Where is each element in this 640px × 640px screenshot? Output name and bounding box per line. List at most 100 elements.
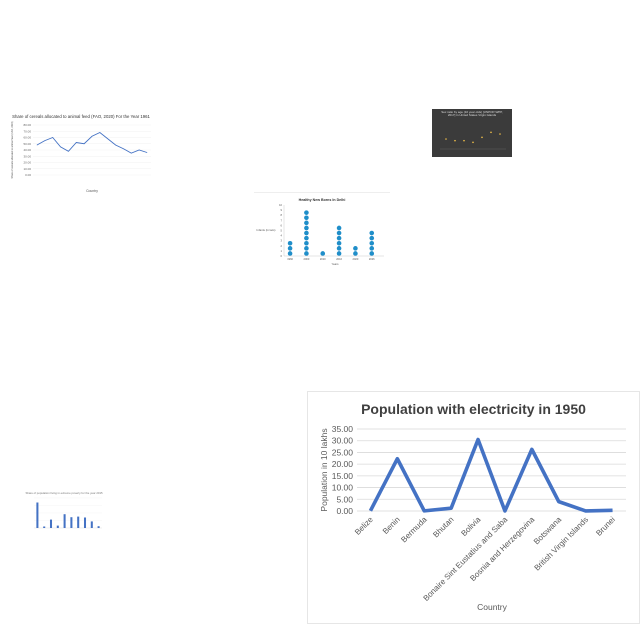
chart-title: Healthy New Borns In Delhi: [298, 198, 346, 202]
y-tick-label: 6: [281, 223, 283, 227]
data-dot: [304, 240, 309, 246]
y-axis-title: Share of cereals allocated to animal fee…: [11, 121, 14, 178]
bar: [70, 517, 73, 528]
x-tick-label: British Virgin Islands: [533, 515, 591, 573]
data-dot: [369, 246, 375, 251]
x-tick-label: 2016: [336, 257, 342, 261]
x-axis-title: Country: [86, 189, 98, 193]
bar: [63, 514, 66, 528]
y-tick-label: 10.00: [332, 483, 354, 493]
x-tick-label: 2010: [320, 257, 326, 261]
y-tick-label: 9: [281, 208, 283, 212]
x-axis-title: Years: [331, 262, 339, 266]
data-point: [445, 138, 447, 140]
data-dot: [304, 246, 309, 251]
data-dot: [369, 240, 375, 246]
y-tick-label: 2: [281, 244, 283, 248]
data-dot: [353, 246, 358, 251]
data-dot: [287, 251, 293, 256]
data-point: [99, 132, 101, 133]
chart-title: Sex ratio by age (10 year olds) [UNPOP-W…: [441, 110, 503, 118]
data-dot: [304, 235, 309, 241]
data-point: [146, 152, 148, 153]
y-axis-title: Population in 10 lakhs: [319, 428, 329, 511]
x-tick-label: 2000: [304, 257, 310, 261]
data-point: [499, 133, 501, 135]
data-point: [138, 149, 140, 151]
bar: [43, 526, 46, 528]
bar: [97, 526, 100, 528]
series-line: [368, 437, 613, 513]
chart-title: Share of population living in extreme po…: [25, 491, 103, 495]
y-tick-label: 0: [281, 254, 283, 258]
x-tick-label: Bolivia: [459, 515, 482, 538]
y-tick-label: 10: [279, 203, 282, 207]
bar: [49, 519, 53, 528]
data-point: [44, 140, 46, 141]
data-dot: [369, 251, 375, 256]
data-point: [463, 139, 465, 142]
y-tick-label: 5.00: [336, 494, 353, 504]
y-tick-label: 70.00: [23, 129, 31, 133]
x-tick-label: Brunei: [594, 515, 617, 538]
data-point: [68, 150, 69, 152]
data-dot: [304, 220, 309, 226]
x-tick-label: Bhutan: [431, 515, 455, 539]
data-point: [454, 139, 456, 142]
bar: [56, 525, 59, 528]
data-point: [481, 136, 483, 139]
y-tick-label: 40.00: [23, 148, 31, 152]
data-dot: [336, 235, 342, 241]
y-tick-label: 35.00: [332, 424, 354, 434]
data-dot: [304, 230, 309, 236]
y-tick-label: 20.00: [23, 161, 31, 165]
data-dot: [336, 246, 342, 251]
bar: [36, 502, 39, 528]
y-tick-label: 30.00: [332, 436, 354, 446]
data-point: [36, 144, 38, 146]
x-tick-label: Belize: [353, 515, 375, 537]
x-tick-label: Bermuda: [399, 515, 429, 545]
chart-svg: [440, 131, 506, 150]
chart-title: Population with electricity in 1950: [361, 401, 586, 417]
bar: [83, 517, 87, 528]
data-dot: [336, 230, 342, 236]
data-point: [130, 152, 132, 154]
x-tick-label: 2020: [353, 257, 359, 261]
data-point: [115, 144, 116, 146]
data-dot: [336, 225, 342, 231]
chart-svg: [34, 497, 102, 529]
chart-healthy-newborns: Healthy New Borns In Delhi 0 1 2 3 4 5 6 7 8 9 10 1…: [254, 192, 390, 269]
data-point: [490, 131, 492, 134]
data-dot: [369, 235, 375, 241]
bar: [90, 521, 93, 528]
y-tick-label: 25.00: [332, 447, 354, 457]
chart-population-electricity: Population with electricity in 1950 0.00…: [307, 391, 640, 624]
chart-sex-ratio: Sex ratio by age (10 year olds) [UNPOP-W…: [432, 109, 512, 157]
y-tick-label: 7: [281, 218, 283, 222]
y-tick-label: 0.00: [25, 173, 31, 177]
chart-extreme-poverty: Share of population living in extreme po…: [18, 488, 110, 536]
data-dot: [353, 251, 358, 256]
bar: [77, 516, 80, 528]
y-axis-title: Infants (in lacs): [257, 228, 276, 232]
x-tick-label: 1960: [287, 257, 293, 261]
y-tick-label: 1: [281, 249, 283, 253]
y-tick-label: 4: [281, 234, 283, 238]
x-tick-label: Benin: [381, 515, 402, 536]
data-dot: [336, 240, 342, 246]
data-point: [123, 148, 124, 150]
data-dot: [320, 251, 326, 256]
data-point: [75, 142, 77, 143]
y-tick-label: 3: [281, 239, 283, 243]
data-dot: [304, 225, 309, 231]
y-tick-label: 30.00: [23, 154, 31, 158]
x-axis-title: Country: [477, 602, 508, 612]
y-tick-label: 0.00: [336, 506, 353, 516]
x-tick-label: 2026: [369, 257, 375, 261]
data-dot: [304, 215, 309, 221]
data-point: [83, 143, 85, 145]
y-tick-label: 60.00: [23, 136, 31, 140]
